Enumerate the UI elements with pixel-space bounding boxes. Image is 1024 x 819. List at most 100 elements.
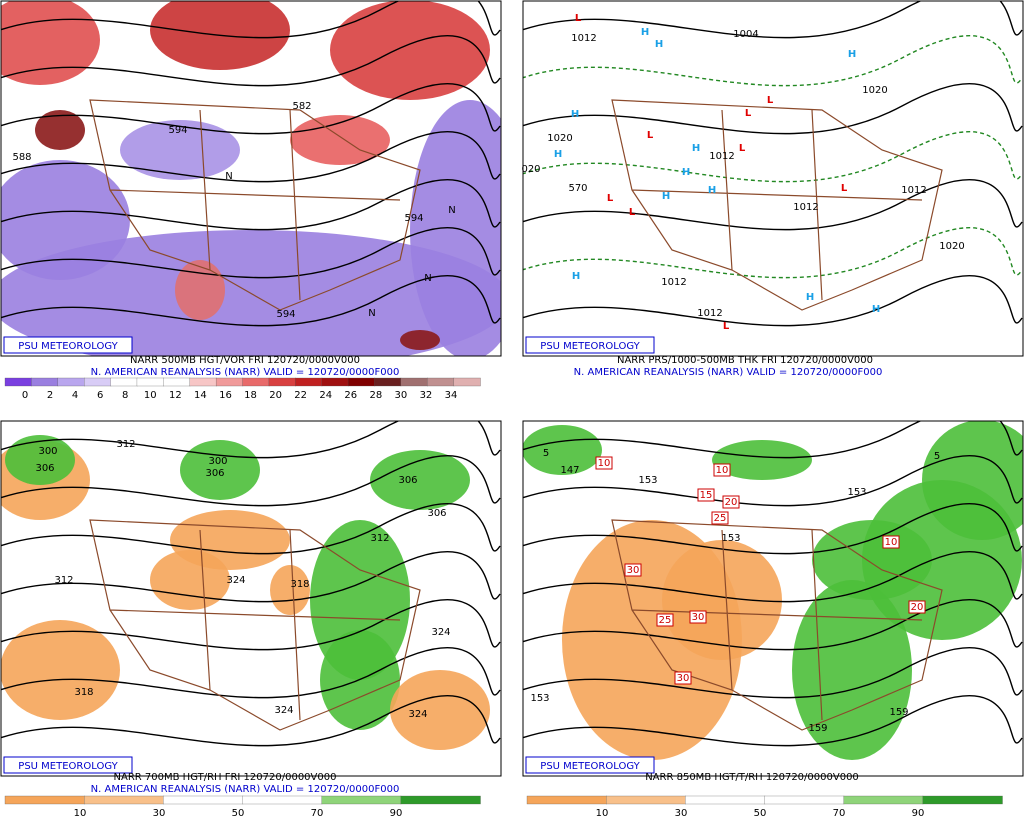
shade xyxy=(5,435,75,485)
contour-label: 30 xyxy=(627,565,640,576)
caption: NARR 700MB HGT/RH FRI 120720/0000V000 xyxy=(114,772,337,783)
contour-label: 306 xyxy=(398,475,417,486)
label-box xyxy=(713,463,731,477)
colorbar-label: 50 xyxy=(232,808,245,819)
contour xyxy=(1,227,501,279)
contour xyxy=(1,35,501,87)
contour-label: H xyxy=(708,185,716,196)
contour-label: 1020 xyxy=(862,85,887,96)
colorbar-label: 4 xyxy=(72,390,78,401)
contour xyxy=(1,1,501,39)
contour-label: 1020 xyxy=(939,241,964,252)
contour-label: L xyxy=(629,207,636,218)
map-frame xyxy=(0,0,502,357)
colorbar-label: 30 xyxy=(153,808,166,819)
colorbar-label: 2 xyxy=(47,390,53,401)
contour xyxy=(1,421,501,459)
contour-label: 153 xyxy=(721,533,740,544)
colorbar-cell xyxy=(922,795,1003,805)
map xyxy=(523,1,1023,356)
colorbar-cell xyxy=(295,377,323,387)
label-box xyxy=(624,563,642,577)
colorbar-cell xyxy=(427,377,455,387)
contour xyxy=(523,503,1023,555)
contour-label: 312 xyxy=(54,575,73,586)
colorbar-label: 30 xyxy=(675,808,688,819)
contour-label: H xyxy=(554,149,562,160)
colorbar-label: 32 xyxy=(420,390,433,401)
colorbar-cell xyxy=(242,377,270,387)
contour-label: 306 xyxy=(205,468,224,479)
caption: NARR 850MB HGT/T/RH 120720/0000V000 xyxy=(645,772,859,783)
shade xyxy=(1,1,100,85)
contour-label: N xyxy=(424,273,431,284)
colorbar-label: 6 xyxy=(97,390,103,401)
colorbar-cell xyxy=(4,377,33,387)
label-box xyxy=(711,511,729,525)
contour-label: 306 xyxy=(427,508,446,519)
contour-label: 324 xyxy=(274,705,293,716)
contour xyxy=(523,599,1023,651)
colorbar-cell xyxy=(163,377,191,387)
badge: PSU METEOROLOGY xyxy=(18,761,118,772)
colorbar-cell xyxy=(843,795,924,805)
contour xyxy=(1,83,501,135)
contour xyxy=(1,695,501,747)
caption: NARR PRS/1000-500MB THK FRI 120720/0000V… xyxy=(617,355,873,366)
map-frame xyxy=(0,420,502,777)
label-box xyxy=(882,535,900,549)
contour-label: 10 xyxy=(716,465,729,476)
contour xyxy=(523,551,1023,603)
badge-box xyxy=(3,336,133,354)
contour xyxy=(1,599,501,651)
shade xyxy=(270,565,310,615)
contour-label: 1012 xyxy=(571,33,596,44)
contour-label: 588 xyxy=(12,152,31,163)
contour-label: H xyxy=(641,27,649,38)
contour-label: L xyxy=(607,193,614,204)
shade xyxy=(180,440,260,500)
contour-label: 318 xyxy=(290,579,309,590)
contour-label: H xyxy=(682,167,690,178)
colorbar-label: 10 xyxy=(596,808,609,819)
colorbar-cell xyxy=(374,377,402,387)
contour-label: L xyxy=(767,95,774,106)
colorbar-label: 28 xyxy=(369,390,382,401)
contour-label: N xyxy=(368,308,375,319)
contour-label: 25 xyxy=(714,513,727,524)
label-box xyxy=(595,456,613,470)
shade xyxy=(35,110,85,150)
caption: N. AMERICAN REANALYSIS (NARR) VALID = 12… xyxy=(91,367,400,378)
contour-label: 5 xyxy=(934,451,940,462)
contour-label: 594 xyxy=(276,309,295,320)
colorbar-label: 16 xyxy=(219,390,232,401)
contour-label: 159 xyxy=(808,723,827,734)
colorbar-cell xyxy=(57,377,85,387)
colorbar-cell xyxy=(268,377,296,387)
badge-box xyxy=(525,336,655,354)
colorbar-cell xyxy=(215,377,244,387)
map-frame xyxy=(522,0,1024,357)
colorbar-label: 34 xyxy=(445,390,458,401)
badge-box xyxy=(3,756,133,774)
contour-label: 147 xyxy=(560,465,579,476)
contour-label: 1012 xyxy=(697,308,722,319)
contour-label: 30 xyxy=(692,612,705,623)
contour xyxy=(1,131,501,183)
colorbar-cell xyxy=(764,795,845,805)
contour-label: L xyxy=(723,321,730,332)
contour-label: 324 xyxy=(226,575,245,586)
contour-label: 594 xyxy=(168,125,187,136)
colorbar-cell xyxy=(400,377,428,387)
label-box xyxy=(908,600,926,614)
contour-label: 1012 xyxy=(901,185,926,196)
contour-label: 159 xyxy=(889,707,908,718)
colorbar-label: 8 xyxy=(122,390,128,401)
shade xyxy=(523,425,602,475)
borders xyxy=(89,99,421,311)
caption: N. AMERICAN REANALYSIS (NARR) VALID = 12… xyxy=(91,784,400,795)
contour-label: 1012 xyxy=(709,151,734,162)
contour xyxy=(1,455,501,507)
contour-label: 594 xyxy=(404,213,423,224)
contour-label: L xyxy=(841,183,848,194)
